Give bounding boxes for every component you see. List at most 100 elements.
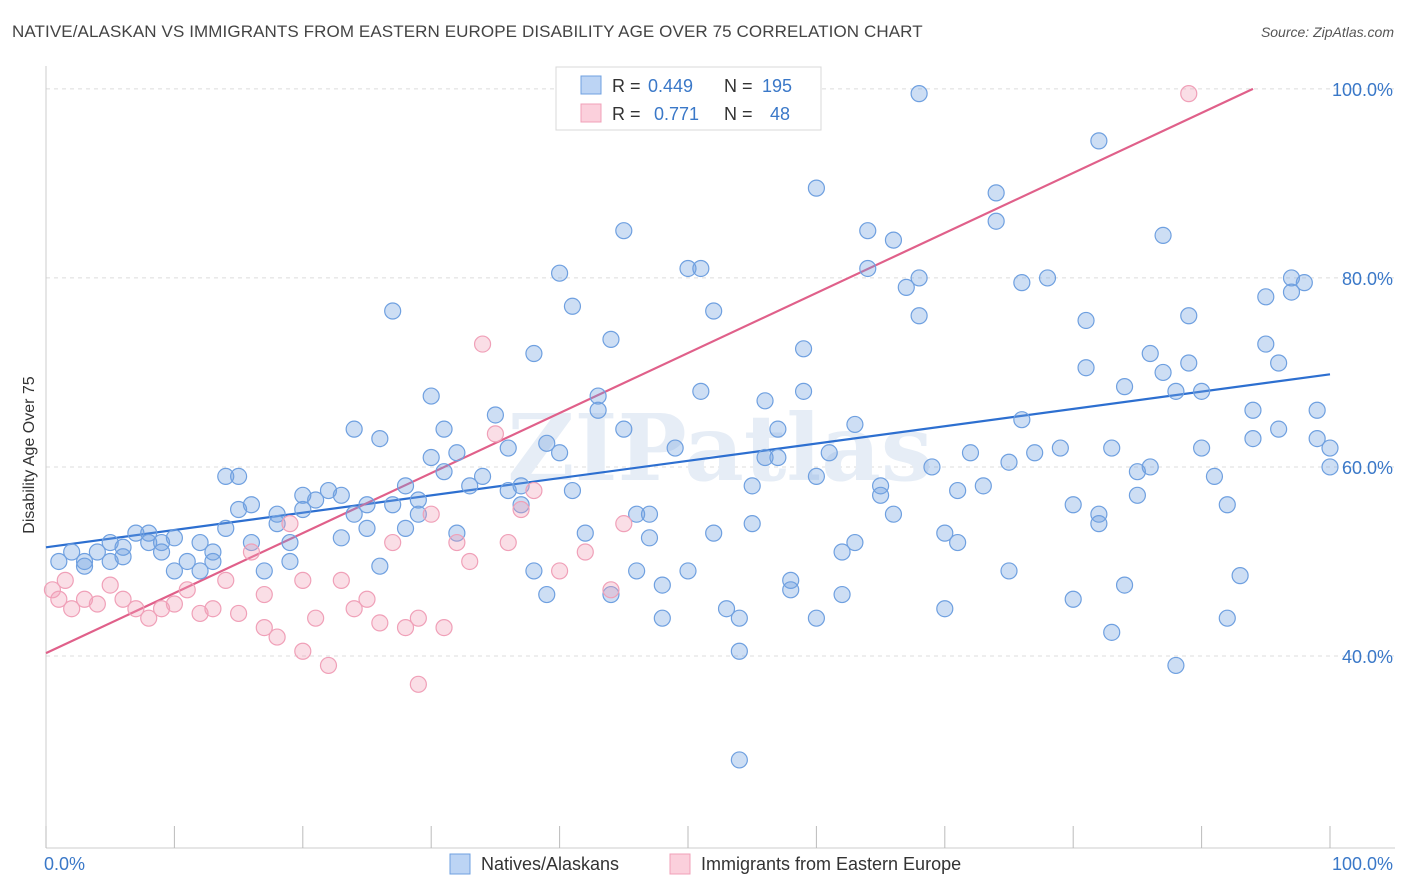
data-point <box>756 392 774 410</box>
data-point <box>332 486 350 504</box>
data-point <box>512 496 530 514</box>
data-point <box>897 278 915 296</box>
data-point <box>538 585 556 604</box>
data-point <box>615 222 633 240</box>
stats-swatch-immigrants <box>580 103 602 123</box>
data-point <box>448 524 466 542</box>
data-point <box>422 505 440 523</box>
data-point <box>140 609 158 627</box>
data-point <box>255 585 273 604</box>
data-point <box>1244 429 1262 448</box>
data-point <box>294 642 312 660</box>
data-point <box>191 562 209 580</box>
data-point <box>1128 463 1147 481</box>
data-point <box>396 619 415 637</box>
data-point <box>1180 85 1198 103</box>
watermark: ZIPatlas <box>507 394 932 502</box>
data-point <box>1141 344 1159 363</box>
stats-r-value-2: 0.771 <box>654 104 699 124</box>
data-point <box>1128 486 1147 504</box>
data-point <box>217 467 235 486</box>
stats-n-value-2: 48 <box>770 104 790 124</box>
data-point <box>217 519 235 537</box>
data-point <box>332 529 350 547</box>
data-point <box>717 600 736 618</box>
data-point <box>204 600 222 618</box>
data-point <box>961 444 980 462</box>
chart-source: Source: ZipAtlas.com <box>1260 24 1394 40</box>
data-point <box>114 538 132 556</box>
data-point <box>563 297 582 315</box>
data-point <box>1270 354 1288 372</box>
data-point <box>75 552 94 571</box>
data-point <box>1218 609 1236 627</box>
data-point <box>807 467 826 486</box>
data-point <box>88 595 106 613</box>
data-point <box>846 415 864 434</box>
data-point <box>705 302 723 320</box>
data-point <box>949 481 967 500</box>
series-immigrants <box>43 85 1198 693</box>
data-point <box>653 576 671 594</box>
data-point <box>1180 307 1198 325</box>
data-point <box>345 420 363 438</box>
data-point <box>692 382 710 400</box>
stats-r-label-2: R = <box>612 104 641 124</box>
data-point <box>1000 562 1018 580</box>
data-point <box>936 524 954 542</box>
data-point <box>666 439 684 457</box>
data-point <box>178 552 196 571</box>
legend-label-natives: Natives/Alaskans <box>481 854 619 874</box>
stats-n-label-2: N = <box>724 104 753 124</box>
data-point <box>550 444 569 462</box>
data-point <box>422 448 440 467</box>
data-point <box>1270 420 1288 438</box>
data-point <box>294 500 312 519</box>
data-point <box>242 533 261 552</box>
data-point <box>1308 429 1326 448</box>
data-point <box>371 429 389 448</box>
data-point <box>307 609 325 627</box>
data-point <box>396 519 415 537</box>
data-point <box>807 609 826 627</box>
data-point <box>345 505 363 523</box>
data-point <box>319 481 338 500</box>
data-point <box>230 467 248 486</box>
trend-line-natives <box>45 373 1331 549</box>
data-point <box>217 571 235 589</box>
data-point <box>152 600 171 618</box>
data-point <box>974 477 992 495</box>
data-point <box>1090 515 1108 533</box>
data-point <box>1180 354 1198 372</box>
data-point <box>1231 567 1249 585</box>
x-tick-labels: 0.0% 100.0% <box>44 854 1393 874</box>
data-point <box>705 524 723 542</box>
data-point <box>589 387 607 405</box>
data-point <box>730 751 748 769</box>
data-point <box>422 387 440 405</box>
y-axis-title: Disability Age Over 75 <box>21 376 38 534</box>
data-point <box>268 505 286 523</box>
data-point <box>191 533 209 552</box>
data-point <box>448 444 466 462</box>
data-point <box>679 562 697 580</box>
data-point <box>1115 576 1134 594</box>
data-point <box>563 481 582 500</box>
data-point <box>692 259 710 278</box>
data-point <box>949 533 967 552</box>
data-point <box>63 543 81 561</box>
data-point <box>833 585 851 604</box>
data-point <box>679 259 697 278</box>
data-point <box>769 448 787 467</box>
data-point <box>1192 382 1211 400</box>
data-point <box>473 335 492 353</box>
data-point <box>910 85 928 103</box>
data-point <box>1013 411 1031 429</box>
stats-r-value-1: 0.449 <box>648 76 693 96</box>
data-point <box>576 524 594 542</box>
data-point <box>384 533 402 552</box>
data-point <box>230 604 248 623</box>
data-point <box>525 562 543 580</box>
data-point <box>358 496 376 514</box>
data-point <box>1167 656 1185 675</box>
